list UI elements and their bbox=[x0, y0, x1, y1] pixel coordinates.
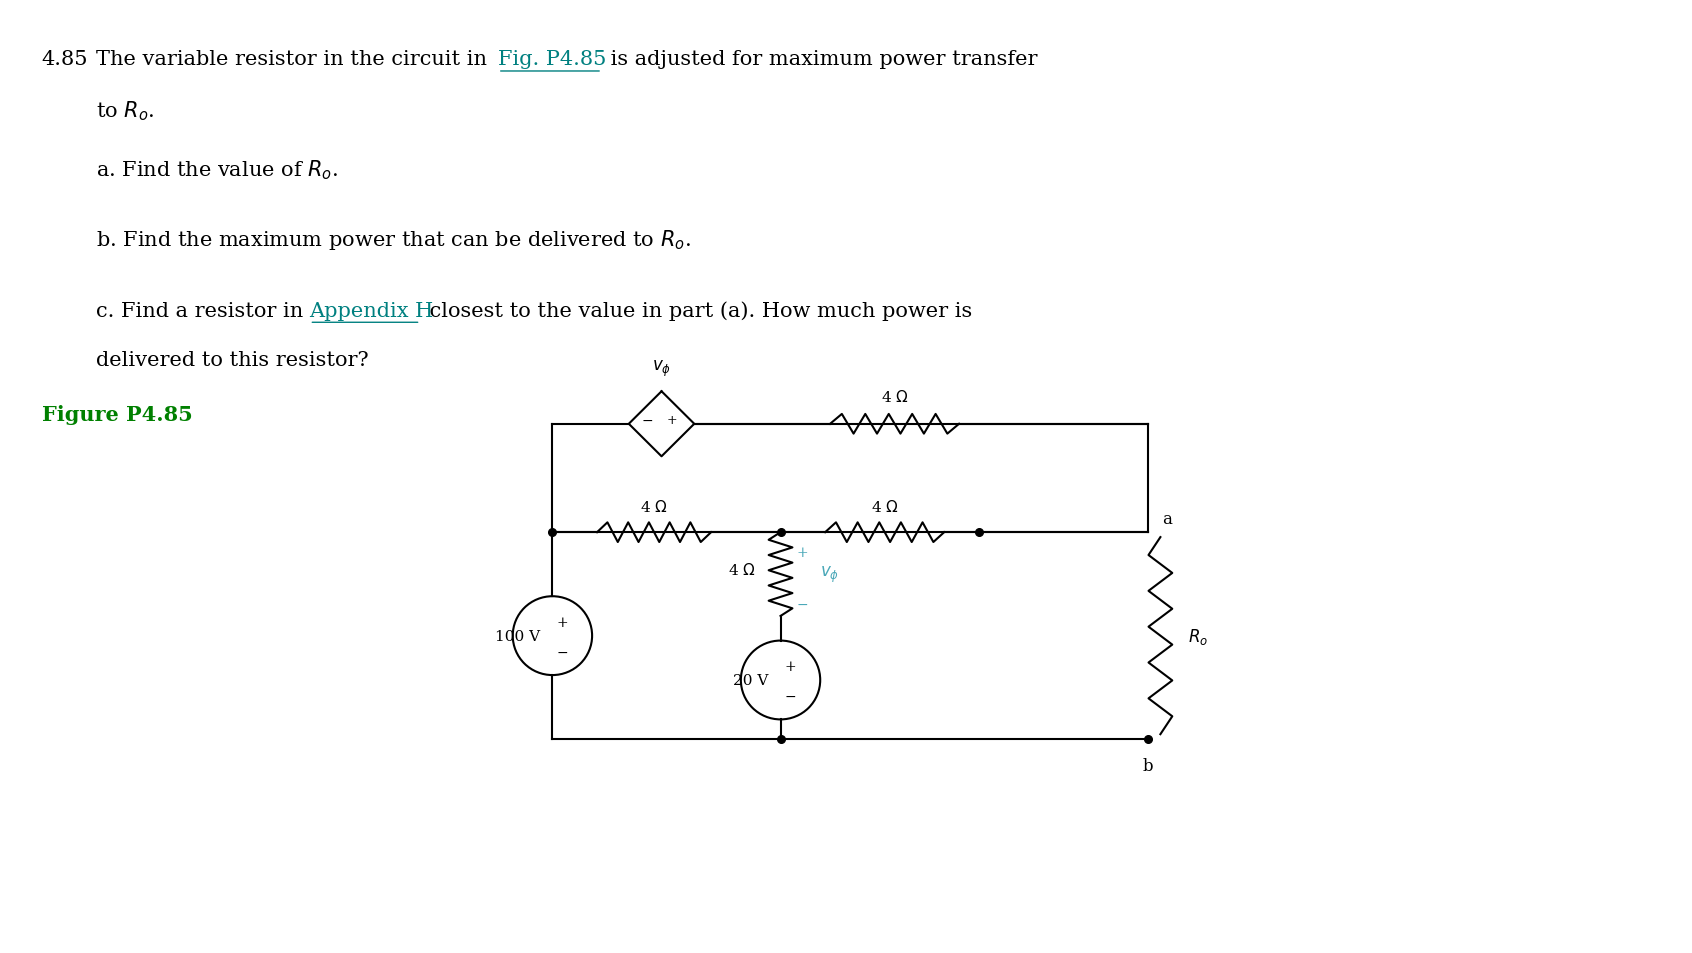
Text: −: − bbox=[557, 645, 569, 659]
Text: b. Find the maximum power that can be delivered to $R_o$.: b. Find the maximum power that can be de… bbox=[96, 228, 692, 252]
Text: +: + bbox=[797, 545, 809, 559]
Text: −: − bbox=[797, 598, 809, 612]
Text: −: − bbox=[641, 414, 653, 427]
Text: +: + bbox=[557, 616, 569, 629]
Text: 4 $\Omega$: 4 $\Omega$ bbox=[640, 499, 668, 515]
Text: −: − bbox=[785, 689, 797, 703]
Text: 100 V: 100 V bbox=[496, 629, 540, 643]
Text: is adjusted for maximum power transfer: is adjusted for maximum power transfer bbox=[604, 51, 1037, 70]
Text: Figure P4.85: Figure P4.85 bbox=[42, 405, 193, 425]
Text: 4 $\Omega$: 4 $\Omega$ bbox=[882, 389, 909, 405]
Text: to $R_o$.: to $R_o$. bbox=[96, 99, 154, 123]
Text: closest to the value in part (a). How much power is: closest to the value in part (a). How mu… bbox=[423, 301, 971, 321]
Text: 4 $\Omega$: 4 $\Omega$ bbox=[728, 561, 756, 578]
Text: 20 V: 20 V bbox=[733, 673, 768, 687]
Text: $v_\phi$: $v_\phi$ bbox=[651, 359, 672, 379]
Text: c. Find a resistor in: c. Find a resistor in bbox=[96, 301, 310, 320]
Text: +: + bbox=[667, 414, 677, 427]
Text: 4 $\Omega$: 4 $\Omega$ bbox=[871, 499, 898, 515]
Text: Appendix H: Appendix H bbox=[310, 301, 433, 320]
Text: a. Find the value of $R_o$.: a. Find the value of $R_o$. bbox=[96, 158, 338, 182]
Text: The variable resistor in the circuit in: The variable resistor in the circuit in bbox=[96, 51, 494, 70]
Text: +: + bbox=[785, 659, 797, 674]
Text: $v_\phi$: $v_\phi$ bbox=[821, 564, 839, 584]
Text: Fig. P4.85: Fig. P4.85 bbox=[497, 51, 606, 70]
Text: b: b bbox=[1142, 757, 1152, 774]
Text: a: a bbox=[1162, 511, 1173, 528]
Text: delivered to this resistor?: delivered to this resistor? bbox=[96, 351, 369, 370]
Text: $R_o$: $R_o$ bbox=[1188, 626, 1208, 646]
Text: 4.85: 4.85 bbox=[42, 51, 88, 70]
